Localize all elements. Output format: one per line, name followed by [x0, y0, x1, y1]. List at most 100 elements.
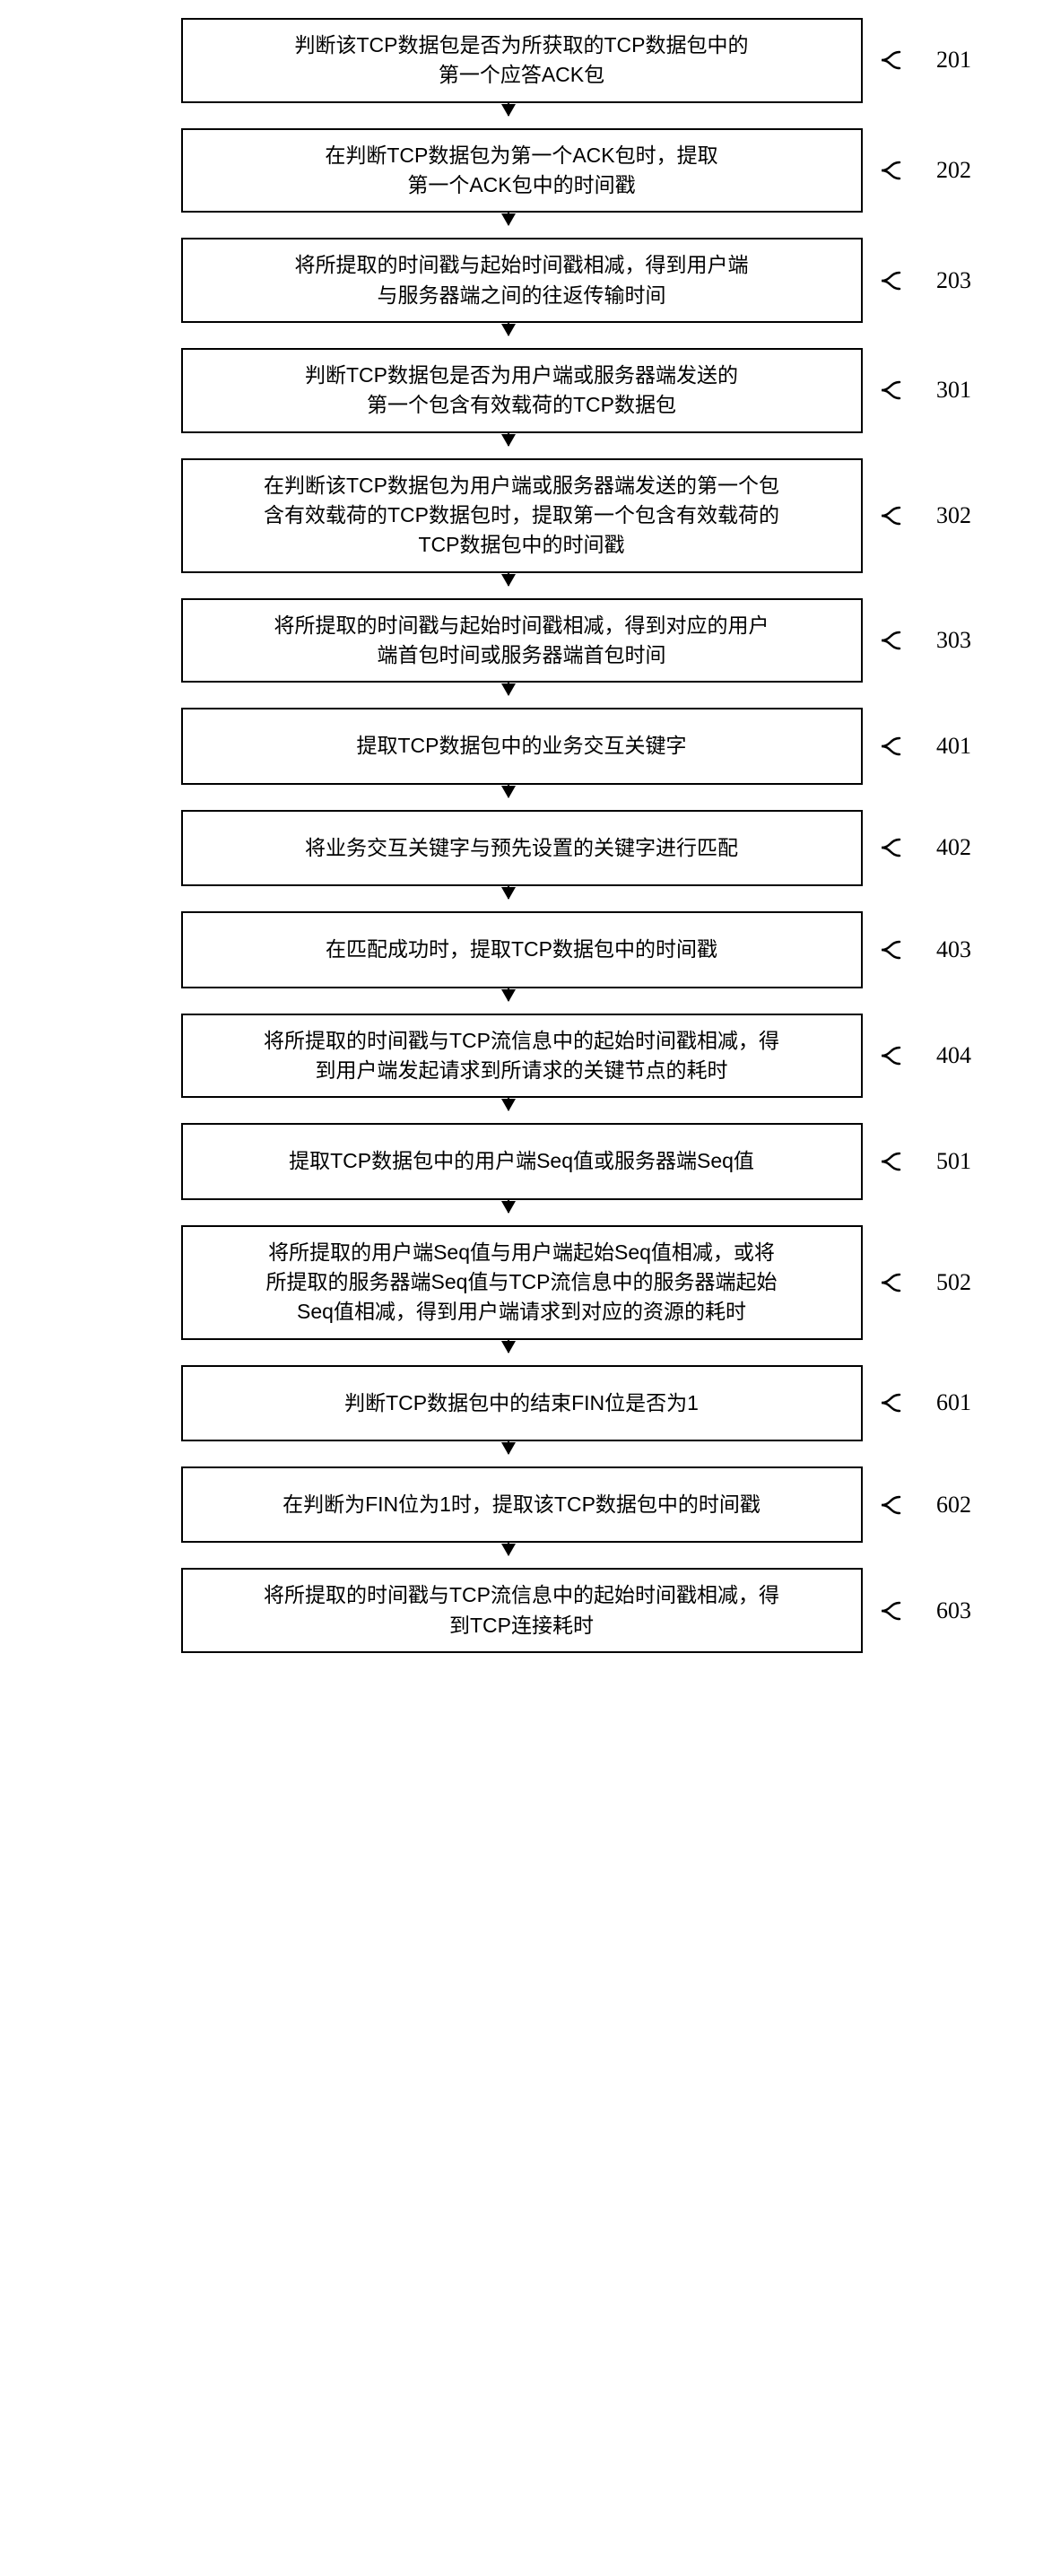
step-label: 403: [936, 936, 971, 963]
step-text-line: 将所提取的时间戳与TCP流信息中的起始时间戳相减，得: [264, 1026, 779, 1056]
step-201: 判断该TCP数据包是否为所获取的TCP数据包中的第一个应答ACK包 201: [18, 18, 1025, 103]
step-text-line: 与服务器端之间的往返传输时间: [378, 281, 666, 310]
step-602: 在判断为FIN位为1时，提取该TCP数据包中的时间戳 602: [18, 1466, 1025, 1543]
step-label: 501: [936, 1148, 971, 1175]
step-box: 提取TCP数据包中的业务交互关键字: [181, 708, 863, 784]
brace-connector: [850, 47, 904, 74]
arrow-down-icon: [168, 1441, 849, 1466]
step-box: 将业务交互关键字与预先设置的关键字进行匹配: [181, 810, 863, 886]
step-text-line: 在判断该TCP数据包为用户端或服务器端发送的第一个包: [264, 471, 779, 500]
step-text-line: TCP数据包中的时间戳: [419, 530, 625, 560]
brace-connector: [850, 502, 904, 529]
brace-connector: [850, 1597, 904, 1624]
arrow-down-icon: [168, 886, 849, 911]
step-box: 判断TCP数据包中的结束FIN位是否为1: [181, 1365, 863, 1441]
step-403: 在匹配成功时，提取TCP数据包中的时间戳 403: [18, 911, 1025, 988]
step-302: 在判断该TCP数据包为用户端或服务器端发送的第一个包含有效载荷的TCP数据包时，…: [18, 458, 1025, 573]
brace-connector: [850, 157, 904, 184]
arrow-down-icon: [168, 103, 849, 128]
step-text-line: 到用户端发起请求到所请求的关键节点的耗时: [316, 1056, 728, 1085]
step-box: 将所提取的时间戳与起始时间戳相减，得到对应的用户端首包时间或服务器端首包时间: [181, 598, 863, 683]
step-box: 判断TCP数据包是否为用户端或服务器端发送的第一个包含有效载荷的TCP数据包: [181, 348, 863, 433]
step-box: 在匹配成功时，提取TCP数据包中的时间戳: [181, 911, 863, 988]
arrow-down-icon: [168, 433, 849, 458]
step-text-line: 提取TCP数据包中的业务交互关键字: [357, 731, 687, 761]
brace-connector: [850, 733, 904, 760]
step-401: 提取TCP数据包中的业务交互关键字 401: [18, 708, 1025, 784]
step-box: 在判断为FIN位为1时，提取该TCP数据包中的时间戳: [181, 1466, 863, 1543]
step-text-line: 含有效载荷的TCP数据包时，提取第一个包含有效载荷的: [264, 500, 779, 530]
step-text-line: 在判断为FIN位为1时，提取该TCP数据包中的时间戳: [282, 1490, 761, 1519]
step-text-line: 判断TCP数据包中的结束FIN位是否为1: [344, 1388, 699, 1418]
arrow-down-icon: [168, 323, 849, 348]
step-text-line: 所提取的服务器端Seq值与TCP流信息中的服务器端起始: [266, 1267, 778, 1297]
step-box: 判断该TCP数据包是否为所获取的TCP数据包中的第一个应答ACK包: [181, 18, 863, 103]
arrow-down-icon: [168, 988, 849, 1014]
step-502: 将所提取的用户端Seq值与用户端起始Seq值相减，或将所提取的服务器端Seq值与…: [18, 1225, 1025, 1340]
brace-connector: [850, 627, 904, 654]
step-box: 提取TCP数据包中的用户端Seq值或服务器端Seq值: [181, 1123, 863, 1199]
step-501: 提取TCP数据包中的用户端Seq值或服务器端Seq值 501: [18, 1123, 1025, 1199]
step-label: 303: [936, 627, 971, 654]
step-303: 将所提取的时间戳与起始时间戳相减，得到对应的用户端首包时间或服务器端首包时间 3…: [18, 598, 1025, 683]
step-text-line: 第一个ACK包中的时间戳: [407, 170, 635, 200]
step-603: 将所提取的时间戳与TCP流信息中的起始时间戳相减，得到TCP连接耗时 603: [18, 1568, 1025, 1653]
step-text-line: 将所提取的时间戳与TCP流信息中的起始时间戳相减，得: [264, 1580, 779, 1610]
step-text-line: Seq值相减，得到用户端请求到对应的资源的耗时: [297, 1297, 746, 1327]
step-text-line: 将业务交互关键字与预先设置的关键字进行匹配: [305, 833, 738, 863]
step-text-line: 判断该TCP数据包是否为所获取的TCP数据包中的: [295, 30, 749, 60]
arrow-down-icon: [168, 1200, 849, 1225]
step-text-line: 将所提取的时间戳与起始时间戳相减，得到用户端: [295, 250, 749, 280]
brace-connector: [850, 267, 904, 294]
brace-connector: [850, 834, 904, 861]
step-202: 在判断TCP数据包为第一个ACK包时，提取第一个ACK包中的时间戳 202: [18, 128, 1025, 213]
step-label: 404: [936, 1042, 971, 1069]
step-404: 将所提取的时间戳与TCP流信息中的起始时间戳相减，得到用户端发起请求到所请求的关…: [18, 1014, 1025, 1099]
step-label: 203: [936, 267, 971, 294]
step-203: 将所提取的时间戳与起始时间戳相减，得到用户端与服务器端之间的往返传输时间 203: [18, 238, 1025, 323]
step-label: 202: [936, 157, 971, 184]
arrow-down-icon: [168, 213, 849, 238]
step-text-line: 提取TCP数据包中的用户端Seq值或服务器端Seq值: [289, 1146, 754, 1176]
arrow-down-icon: [168, 785, 849, 810]
brace-connector: [850, 1389, 904, 1416]
step-label: 402: [936, 834, 971, 861]
step-box: 将所提取的时间戳与TCP流信息中的起始时间戳相减，得到用户端发起请求到所请求的关…: [181, 1014, 863, 1099]
step-text-line: 端首包时间或服务器端首包时间: [378, 640, 666, 670]
step-label: 603: [936, 1597, 971, 1624]
brace-connector: [850, 936, 904, 963]
brace-connector: [850, 1492, 904, 1519]
step-label: 602: [936, 1492, 971, 1519]
step-402: 将业务交互关键字与预先设置的关键字进行匹配 402: [18, 810, 1025, 886]
step-text-line: 将所提取的用户端Seq值与用户端起始Seq值相减，或将: [268, 1238, 775, 1267]
step-label: 201: [936, 47, 971, 74]
step-box: 在判断TCP数据包为第一个ACK包时，提取第一个ACK包中的时间戳: [181, 128, 863, 213]
brace-connector: [850, 1042, 904, 1069]
step-text-line: 第一个包含有效载荷的TCP数据包: [367, 390, 676, 420]
step-box: 在判断该TCP数据包为用户端或服务器端发送的第一个包含有效载荷的TCP数据包时，…: [181, 458, 863, 573]
arrow-down-icon: [168, 683, 849, 708]
step-label: 302: [936, 502, 971, 529]
tcp-flowchart: 判断该TCP数据包是否为所获取的TCP数据包中的第一个应答ACK包 201 在判断…: [18, 18, 1025, 1653]
step-label: 401: [936, 733, 971, 760]
step-label: 601: [936, 1389, 971, 1416]
step-label: 301: [936, 377, 971, 404]
brace-connector: [850, 1269, 904, 1296]
step-text-line: 判断TCP数据包是否为用户端或服务器端发送的: [305, 361, 738, 390]
step-box: 将所提取的时间戳与起始时间戳相减，得到用户端与服务器端之间的往返传输时间: [181, 238, 863, 323]
arrow-down-icon: [168, 1098, 849, 1123]
arrow-down-icon: [168, 573, 849, 598]
brace-connector: [850, 1148, 904, 1175]
step-label: 502: [936, 1269, 971, 1296]
step-text-line: 在判断TCP数据包为第一个ACK包时，提取: [325, 141, 717, 170]
brace-connector: [850, 377, 904, 404]
step-box: 将所提取的用户端Seq值与用户端起始Seq值相减，或将所提取的服务器端Seq值与…: [181, 1225, 863, 1340]
step-text-line: 到TCP连接耗时: [449, 1611, 594, 1640]
step-text-line: 将所提取的时间戳与起始时间戳相减，得到对应的用户: [274, 611, 769, 640]
step-text-line: 第一个应答ACK包: [439, 60, 604, 90]
step-601: 判断TCP数据包中的结束FIN位是否为1 601: [18, 1365, 1025, 1441]
arrow-down-icon: [168, 1543, 849, 1568]
step-box: 将所提取的时间戳与TCP流信息中的起始时间戳相减，得到TCP连接耗时: [181, 1568, 863, 1653]
arrow-down-icon: [168, 1340, 849, 1365]
step-text-line: 在匹配成功时，提取TCP数据包中的时间戳: [326, 935, 717, 964]
